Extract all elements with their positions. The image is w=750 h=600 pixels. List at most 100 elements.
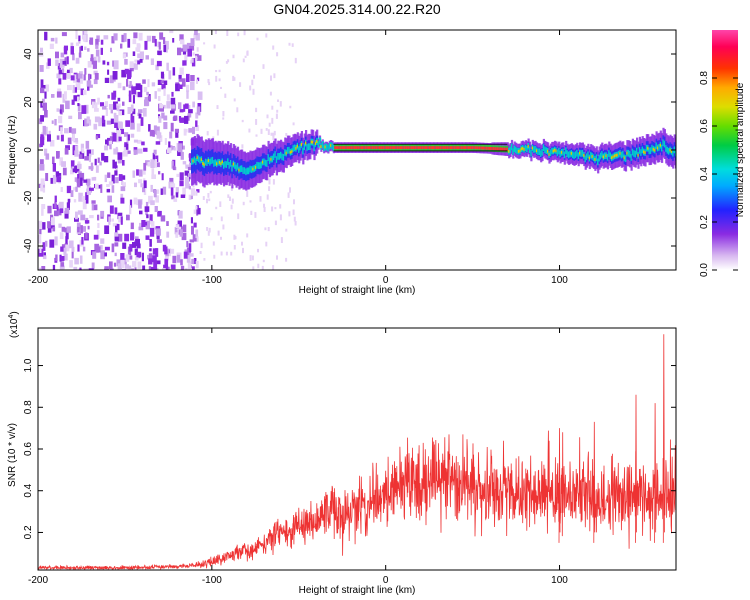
heatmap-signal-cell	[490, 147, 493, 150]
heatmap-noise-cell	[151, 174, 156, 179]
heatmap-noise-cell	[85, 232, 88, 239]
heatmap-noise-cell	[169, 131, 173, 139]
heatmap-noise-cell	[195, 260, 199, 269]
heatmap-signal-cell	[350, 146, 354, 150]
heatmap-signal-cell	[606, 153, 609, 161]
heatmap-noise-cell	[163, 115, 168, 121]
heatmap-noise-cell	[226, 30, 229, 36]
heatmap-signal-cell	[374, 146, 377, 150]
heatmap-noise-cell	[160, 106, 164, 112]
heatmap-signal-cell	[522, 146, 525, 150]
heatmap-noise-cell	[171, 160, 174, 169]
heatmap-noise-cell	[73, 199, 77, 203]
heatmap-noise-cell	[63, 47, 68, 55]
heatmap-noise-cell	[178, 102, 182, 110]
snr-y-tick-label: 0.2	[23, 525, 34, 539]
heatmap-noise-cell	[56, 135, 60, 140]
heatmap-signal-cell	[591, 155, 594, 158]
heatmap-noise-cell	[63, 91, 67, 100]
heatmap-signal-cell	[207, 159, 210, 163]
heatmap-noise-cell	[239, 82, 242, 87]
heatmap-noise-cell	[132, 108, 136, 115]
heatmap-noise-cell	[184, 170, 190, 176]
heatmap-noise-cell	[113, 262, 117, 267]
heatmap-noise-cell	[175, 232, 179, 238]
heatmap-noise-cell	[47, 205, 52, 214]
heatmap-noise-cell	[178, 78, 183, 82]
heatmap-noise-cell	[147, 161, 153, 167]
colorbar-tick-label: 0.0	[699, 263, 710, 277]
heatmap-signal-cell	[426, 146, 429, 150]
heatmap-signal-cell	[367, 146, 370, 150]
heatmap-signal-cell	[583, 153, 586, 157]
snr-x-tick-label: 100	[551, 575, 568, 586]
heatmap-noise-cell	[276, 52, 279, 57]
heatmap-signal-cell	[595, 154, 598, 162]
heatmap-noise-cell	[249, 255, 252, 261]
heatmap-noise-cell	[149, 227, 155, 237]
heatmap-noise-cell	[177, 143, 183, 153]
heatmap-noise-cell	[144, 40, 148, 50]
heatmap-noise-cell	[182, 187, 186, 196]
heatmap-signal-cell	[285, 151, 288, 155]
heatmap-noise-cell	[79, 46, 82, 54]
heatmap-noise-cell	[157, 210, 162, 217]
heatmap-noise-cell	[67, 69, 70, 73]
heatmap-noise-cell	[108, 140, 112, 145]
heatmap-noise-cell	[77, 210, 83, 215]
heatmap-noise-cell	[246, 233, 249, 238]
heatmap-noise-cell	[124, 59, 128, 65]
heatmap-signal-cell	[253, 165, 256, 172]
heatmap-noise-cell	[127, 150, 131, 154]
heatmap-noise-cell	[120, 259, 125, 269]
heatmap-noise-cell	[190, 195, 193, 200]
heatmap-signal-cell	[221, 160, 224, 164]
heatmap-noise-cell	[152, 152, 156, 161]
heatmap-signal-cell	[626, 151, 629, 155]
heatmap-signal-cell	[339, 146, 342, 150]
colorbar-tick-label: 0.8	[699, 71, 710, 85]
heatmap-noise-cell	[58, 115, 63, 124]
heatmap-noise-cell	[70, 169, 74, 175]
heatmap-noise-cell	[40, 79, 44, 88]
heatmap-noise-cell	[114, 236, 119, 242]
heatmap-x-tick-label: -100	[202, 275, 222, 286]
heatmap-signal-cell	[388, 146, 391, 150]
heatmap-signal-cell	[633, 150, 636, 157]
heatmap-signal-cell	[348, 146, 351, 150]
heatmap-signal-cell	[465, 146, 468, 150]
heatmap-signal-cell	[353, 146, 356, 150]
heatmap-noise-cell	[222, 117, 225, 120]
heatmap-noise-cell	[61, 226, 65, 232]
heatmap-noise-cell	[44, 31, 48, 41]
heatmap-noise-cell	[103, 156, 109, 163]
heatmap-signal-cell	[648, 147, 651, 155]
heatmap-noise-cell	[128, 265, 132, 270]
heatmap-signal-cell	[455, 146, 458, 150]
heatmap-noise-cell	[142, 108, 147, 117]
heatmap-noise-cell	[111, 218, 114, 222]
heatmap-noise-cell	[183, 251, 188, 259]
heatmap-noise-cell	[208, 198, 211, 202]
heatmap-signal-cell	[433, 146, 436, 150]
heatmap-noise-cell	[49, 43, 54, 49]
heatmap-signal-cell	[537, 148, 540, 156]
heatmap-noise-cell	[90, 54, 94, 62]
heatmap-noise-cell	[39, 143, 42, 148]
heatmap-noise-cell	[83, 179, 88, 183]
heatmap-noise-cell	[230, 186, 233, 191]
heatmap-noise-cell	[157, 88, 161, 92]
heatmap-signal-cell	[624, 155, 628, 162]
heatmap-noise-cell	[42, 184, 46, 193]
heatmap-signal-cell	[391, 146, 394, 150]
heatmap-signal-cell	[459, 146, 462, 150]
heatmap-noise-cell	[74, 257, 79, 265]
heatmap-noise-cell	[251, 79, 254, 86]
heatmap-noise-cell	[129, 61, 134, 70]
heatmap-noise-cell	[176, 173, 180, 177]
heatmap-noise-cell	[196, 77, 200, 82]
heatmap-noise-cell	[206, 227, 209, 231]
heatmap-noise-cell	[97, 56, 101, 63]
heatmap-noise-cell	[164, 253, 169, 261]
